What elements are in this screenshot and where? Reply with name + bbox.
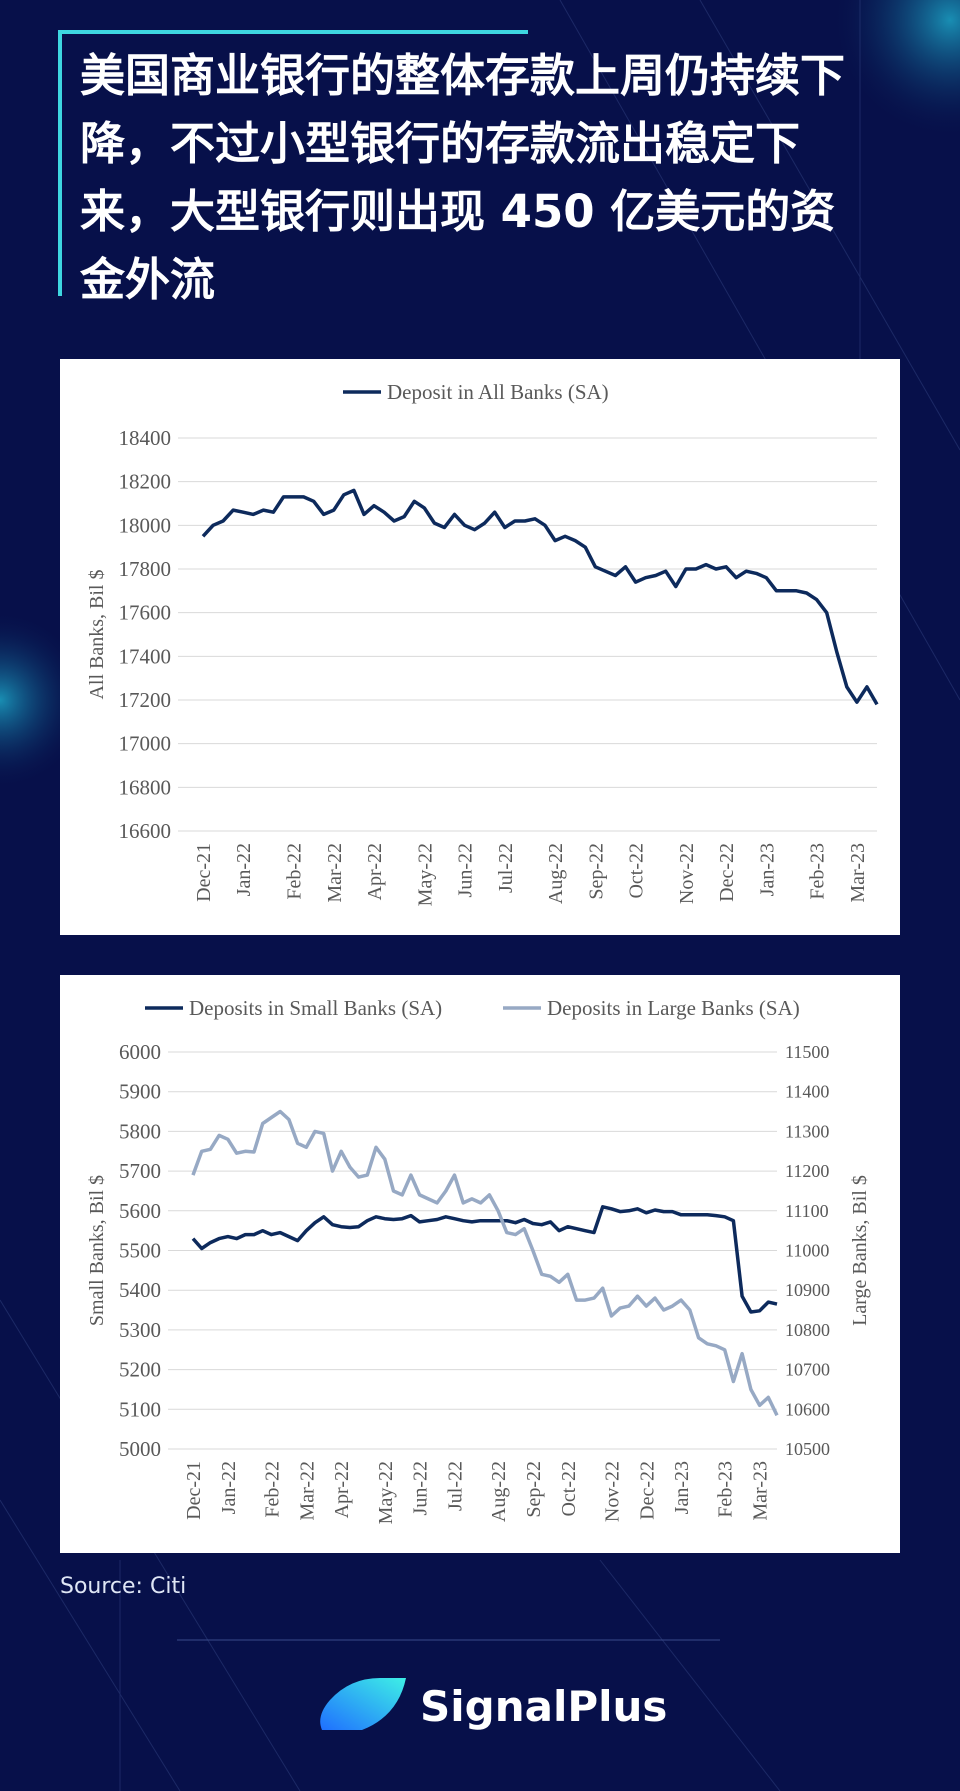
x-tick-label: Mar-22	[296, 1461, 318, 1521]
y-tick-label: 5100	[119, 1397, 161, 1421]
x-tick-label: Nov-22	[676, 843, 698, 904]
x-tick-label: Mar-22	[324, 843, 346, 903]
y-tick-label: 5900	[119, 1080, 161, 1104]
y2-tick-label: 11400	[785, 1082, 829, 1102]
y-tick-label: 5000	[119, 1437, 161, 1461]
series-line	[201, 488, 879, 706]
x-tick-label: Mar-23	[750, 1461, 772, 1521]
y2-tick-label: 11300	[785, 1121, 829, 1141]
y-tick-label: 16800	[119, 775, 172, 799]
y-tick-label: 17000	[119, 732, 172, 756]
x-tick-label: Feb-23	[715, 1461, 737, 1518]
y-tick-label: 18200	[119, 470, 172, 494]
legend-label: Deposits in Large Banks (SA)	[547, 996, 800, 1020]
y-tick-label: 17600	[119, 601, 172, 625]
y2-tick-label: 10900	[785, 1280, 830, 1300]
x-tick-label: Jan-22	[218, 1461, 240, 1514]
y-axis-label: All Banks, Bil $	[86, 569, 108, 699]
y-tick-label: 5600	[119, 1199, 161, 1223]
y-tick-label: 18400	[119, 426, 172, 450]
series-line	[191, 1205, 778, 1314]
y-tick-label: 16600	[119, 819, 172, 843]
y-axis-label: Small Banks, Bil $	[86, 1175, 108, 1326]
x-tick-label: Dec-21	[193, 843, 215, 902]
x-tick-label: Oct-22	[626, 843, 648, 899]
x-tick-label: Apr-22	[331, 1461, 353, 1518]
y2-tick-label: 10600	[785, 1399, 830, 1419]
x-tick-label: Jul-22	[444, 1461, 466, 1511]
x-tick-label: Sep-22	[523, 1461, 545, 1518]
x-tick-label: Nov-22	[601, 1461, 623, 1522]
y2-tick-label: 11100	[785, 1201, 829, 1221]
brand-name: SignalPlus	[420, 1682, 668, 1731]
y-tick-label: 6000	[119, 1040, 161, 1064]
y2-tick-label: 11200	[785, 1161, 829, 1181]
y-tick-label: 5700	[119, 1159, 161, 1183]
x-tick-label: Dec-21	[183, 1461, 205, 1520]
legend-label: Deposits in Small Banks (SA)	[189, 996, 442, 1020]
x-tick-label: Jun-22	[455, 843, 477, 897]
x-tick-label: Aug-22	[545, 843, 567, 904]
x-tick-label: Mar-23	[847, 843, 869, 903]
x-tick-label: Apr-22	[364, 843, 386, 900]
x-tick-label: Jul-22	[495, 843, 517, 893]
x-tick-label: Oct-22	[558, 1461, 580, 1517]
x-tick-label: Feb-22	[261, 1461, 283, 1518]
x-tick-label: Jan-22	[233, 843, 255, 896]
x-tick-label: May-22	[375, 1461, 397, 1524]
x-tick-label: Jan-23	[756, 843, 778, 896]
legend-label: Deposit in All Banks (SA)	[387, 380, 609, 404]
x-tick-label: Dec-22	[716, 843, 738, 902]
x-tick-label: Jun-22	[410, 1461, 432, 1515]
y2-tick-label: 10500	[785, 1439, 830, 1459]
x-tick-label: Feb-23	[807, 843, 829, 900]
y-tick-label: 5500	[119, 1239, 161, 1263]
series-line	[191, 1109, 779, 1417]
y2-tick-label: 10800	[785, 1320, 830, 1340]
y-tick-label: 5200	[119, 1358, 161, 1382]
y2-tick-label: 10700	[785, 1360, 830, 1380]
y-tick-label: 18000	[119, 513, 172, 537]
x-tick-label: May-22	[414, 843, 436, 906]
y2-axis-label: Large Banks, Bil $	[849, 1175, 871, 1326]
y-tick-label: 17400	[119, 644, 172, 668]
y-tick-label: 5300	[119, 1318, 161, 1342]
x-tick-label: Feb-22	[284, 843, 306, 900]
y2-tick-label: 11000	[785, 1241, 829, 1261]
y2-tick-label: 11500	[785, 1042, 829, 1062]
y-tick-label: 17800	[119, 557, 172, 581]
title: 美国商业银行的整体存款上周仍持续下降，不过小型银行的存款流出稳定下来，大型银行则…	[80, 49, 846, 306]
x-tick-label: Dec-22	[636, 1461, 658, 1520]
y-tick-label: 17200	[119, 688, 172, 712]
y-tick-label: 5400	[119, 1278, 161, 1302]
x-tick-label: Jan-23	[671, 1461, 693, 1514]
x-tick-label: Aug-22	[488, 1461, 510, 1522]
y-tick-label: 5800	[119, 1119, 161, 1143]
source-note: Source: Citi	[60, 1574, 187, 1599]
x-tick-label: Sep-22	[585, 843, 607, 900]
